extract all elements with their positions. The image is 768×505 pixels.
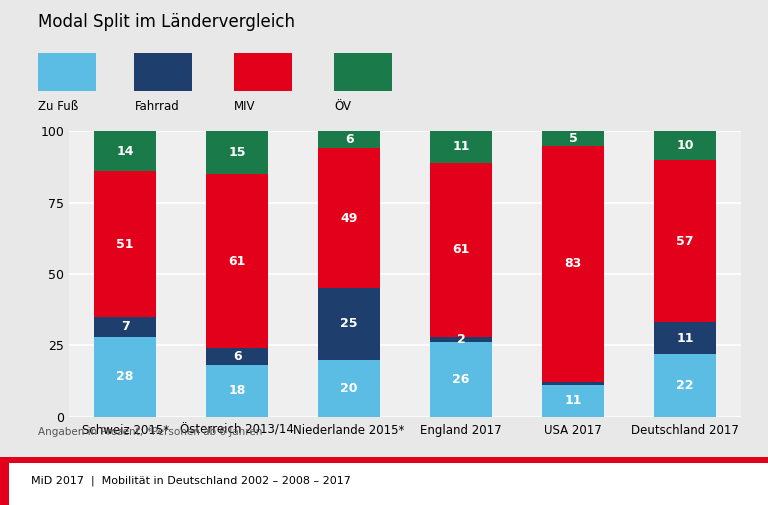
Bar [430, 342, 492, 417]
Text: 7: 7 [121, 320, 130, 333]
Text: MIV: MIV [234, 100, 256, 113]
Bar [207, 131, 268, 174]
Bar [318, 148, 380, 288]
Text: 20: 20 [340, 382, 358, 394]
Text: MiD 2017  |  Mobilität in Deutschland 2002 – 2008 – 2017: MiD 2017 | Mobilität in Deutschland 2002… [31, 476, 351, 486]
Bar [542, 385, 604, 417]
Text: Modal Split im Ländervergleich: Modal Split im Ländervergleich [38, 13, 296, 31]
Text: 61: 61 [452, 243, 470, 256]
Text: 22: 22 [677, 379, 694, 392]
Text: 10: 10 [677, 139, 694, 152]
Text: 11: 11 [452, 140, 470, 154]
Bar [654, 354, 716, 417]
Bar [430, 337, 492, 342]
Text: Zu Fuß: Zu Fuß [38, 100, 78, 113]
Bar [542, 145, 604, 382]
Text: 26: 26 [452, 373, 470, 386]
Text: Angaben in Prozent; *Personen ab 6 Jahren: Angaben in Prozent; *Personen ab 6 Jahre… [38, 427, 263, 437]
Bar [654, 160, 716, 323]
Bar [207, 174, 268, 348]
Text: 28: 28 [117, 370, 134, 383]
Text: ÖV: ÖV [334, 100, 351, 113]
Bar [94, 337, 156, 417]
Text: 57: 57 [677, 235, 694, 247]
Text: 6: 6 [345, 133, 353, 146]
Text: 6: 6 [233, 350, 241, 363]
Text: 25: 25 [340, 318, 358, 330]
Text: Fahrrad: Fahrrad [134, 100, 179, 113]
Bar [94, 171, 156, 317]
Bar [94, 317, 156, 337]
Bar [542, 382, 604, 385]
Bar [207, 365, 268, 417]
Bar [654, 131, 716, 160]
Text: 83: 83 [564, 258, 581, 271]
Text: 49: 49 [340, 212, 358, 225]
Bar [318, 288, 380, 360]
Text: 18: 18 [228, 384, 246, 397]
Bar [654, 323, 716, 354]
Text: 11: 11 [564, 394, 582, 408]
Text: 51: 51 [117, 237, 134, 250]
Text: 2: 2 [457, 333, 465, 346]
Text: 14: 14 [117, 145, 134, 158]
Bar [318, 131, 380, 148]
Text: 11: 11 [677, 332, 694, 344]
Text: 61: 61 [228, 255, 246, 268]
Bar [318, 360, 380, 417]
Text: 15: 15 [228, 146, 246, 159]
Bar [430, 131, 492, 163]
Bar [430, 163, 492, 337]
Bar [94, 131, 156, 171]
Bar [542, 131, 604, 145]
Text: 5: 5 [569, 132, 578, 145]
Bar [207, 348, 268, 365]
